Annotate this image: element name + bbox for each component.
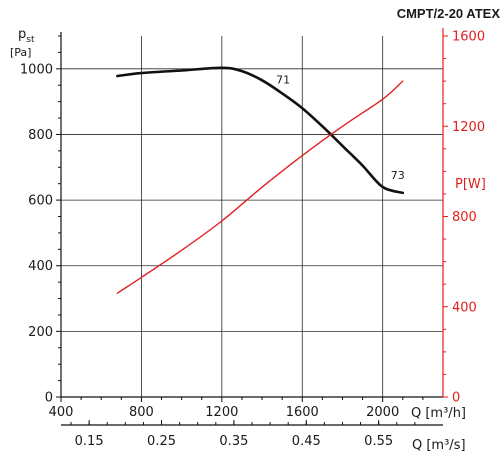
y-left-tick-label: 0	[45, 391, 53, 406]
grid	[61, 36, 443, 397]
x-secondary-tick-label: 0.15	[75, 434, 104, 449]
y-right-tick-label: 800	[452, 210, 477, 225]
y-left-label: pst	[18, 27, 35, 45]
y-right-tick-label: 1200	[452, 120, 485, 135]
x-tick-label: 400	[49, 405, 74, 420]
y-right-label: P[W]	[455, 177, 486, 192]
power-curve-line	[116, 80, 404, 294]
y-left-tick-label: 200	[28, 325, 53, 340]
series-lines	[116, 66, 405, 294]
x-secondary-tick-label: 0.35	[219, 434, 248, 449]
x-tick-label: 1600	[286, 405, 319, 420]
x-axis-secondary-label: Q [m³/s]	[412, 438, 466, 453]
y-left-unit: [Pa]	[10, 46, 31, 59]
chart-title: CMPT/2-20 ATEX	[397, 6, 501, 21]
curve-annotation-label: 71	[276, 74, 290, 87]
x-tick-label: 800	[129, 405, 154, 420]
x-secondary-tick-label: 0.45	[292, 434, 321, 449]
axes	[56, 28, 448, 426]
pressure-curve-line	[116, 66, 405, 195]
y-right-tick-label: 400	[452, 300, 477, 315]
y-left-tick-label: 800	[28, 128, 53, 143]
x-secondary-tick-label: 0.25	[147, 434, 176, 449]
x-tick-label: 2000	[366, 405, 399, 420]
y-left-tick-label: 600	[28, 194, 53, 209]
y-left-tick-label: 1000	[20, 62, 53, 77]
y-left-tick-label: 400	[28, 259, 53, 274]
curve-annotations: 71 73	[276, 74, 405, 182]
curve-annotation-label: 73	[391, 169, 405, 182]
x-axis-label: Q [m³/h]	[411, 406, 466, 421]
y-right-tick-label: 1600	[452, 30, 485, 45]
y-right-tick-label: 0	[452, 391, 460, 406]
y-left-label-main: p	[18, 27, 26, 42]
x-secondary-tick-label: 0.55	[364, 434, 393, 449]
x-tick-label: 1200	[205, 405, 238, 420]
y-left-label-sub: st	[26, 35, 35, 45]
